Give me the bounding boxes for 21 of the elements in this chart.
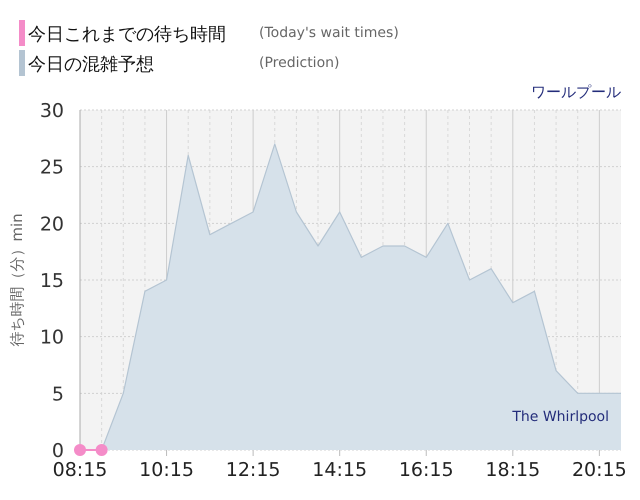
y-tick-label: 0: [52, 440, 64, 462]
y-tick-label: 25: [40, 156, 64, 179]
x-tick-label: 12:15: [226, 459, 281, 481]
chart-title: ワールプール: [531, 83, 621, 101]
x-tick-label: 08:15: [52, 459, 108, 481]
y-tick-label: 30: [40, 100, 64, 122]
y-tick-label: 20: [40, 213, 64, 236]
text: (Prediction): [259, 55, 340, 71]
x-tick-label: 20:15: [572, 459, 627, 481]
annotation: The Whirlpool: [511, 409, 609, 425]
x-tick-label: 18:15: [485, 459, 540, 481]
x-tick-label: 10:15: [139, 459, 194, 481]
y-tick-label: 10: [40, 326, 64, 349]
x-tick-label: 16:15: [398, 459, 454, 481]
y-tick-label: 15: [40, 270, 64, 292]
x-tick-label: 14:15: [312, 459, 368, 481]
legend-label: 今日これまでの待ち時間: [28, 24, 226, 45]
text: (Today's wait times): [259, 25, 399, 41]
y-axis-title: 待ち時間（分）min: [8, 213, 26, 347]
legend-label: 今日の混雑予想: [28, 54, 154, 75]
y-tick-label: 5: [52, 383, 64, 406]
